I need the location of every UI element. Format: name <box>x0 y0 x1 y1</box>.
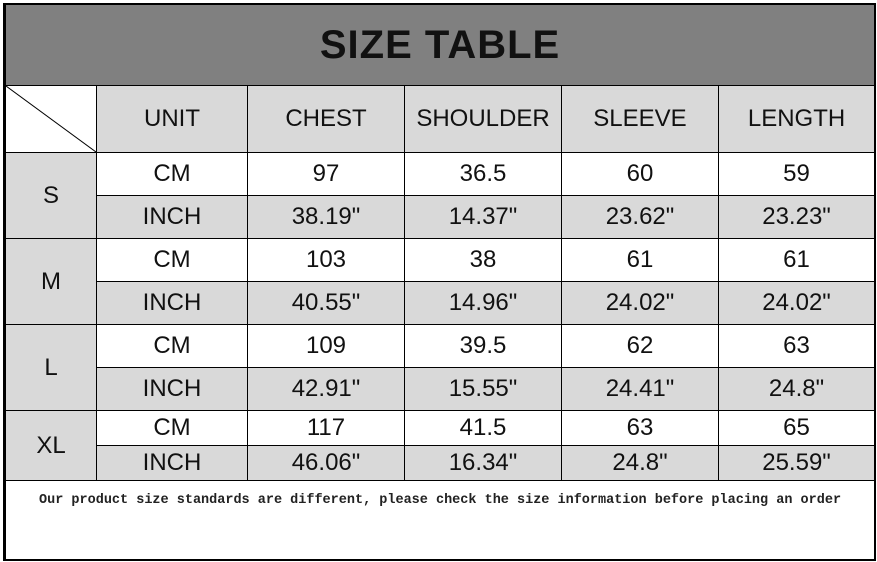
value-cell: 15.55" <box>404 367 562 411</box>
table-row: INCH 40.55" 14.96" 24.02" 24.02" <box>6 281 876 325</box>
table-title: SIZE TABLE <box>4 5 876 86</box>
table-row: L CM 109 39.5 62 63 <box>5 324 876 411</box>
table-row: INCH 46.06" 16.34" 24.8" 25.59" <box>6 445 876 481</box>
unit-cell: INCH <box>96 281 248 325</box>
header-sleeve: SLEEVE <box>561 85 719 153</box>
size-label: L <box>5 324 97 411</box>
value-cell: 60 <box>561 152 719 196</box>
header-shoulder: SHOULDER <box>404 85 562 153</box>
value-cell: 23.62" <box>561 195 719 239</box>
value-cell: 24.02" <box>561 281 719 325</box>
value-cell: 61 <box>717 238 876 282</box>
size-label: M <box>5 238 97 325</box>
value-cell: 36.5 <box>404 152 562 196</box>
value-cell: 65 <box>717 410 876 446</box>
unit-cell: INCH <box>96 445 248 481</box>
size-table: SIZE TABLE UNIT CHEST SHOULDER SLEEVE LE… <box>4 5 876 561</box>
value-cell: 24.8" <box>561 445 719 481</box>
size-note: Our product size standards are different… <box>4 480 876 561</box>
value-cell: 25.59" <box>717 445 876 481</box>
table-row: INCH 38.19" 14.37" 23.62" 23.23" <box>6 195 876 239</box>
unit-cell: CM <box>96 410 248 446</box>
value-cell: 23.23" <box>717 195 876 239</box>
header-chest: CHEST <box>247 85 405 153</box>
value-cell: 63 <box>717 324 876 368</box>
table-row: M CM 103 38 61 61 <box>5 238 876 325</box>
value-cell: 16.34" <box>404 445 562 481</box>
unit-cell: CM <box>96 152 248 196</box>
value-cell: 14.96" <box>404 281 562 325</box>
value-cell: 38.19" <box>247 195 405 239</box>
value-cell: 39.5 <box>404 324 562 368</box>
value-cell: 24.41" <box>561 367 719 411</box>
value-cell: 117 <box>247 410 405 446</box>
value-cell: 63 <box>561 410 719 446</box>
table-row: S CM 97 36.5 60 59 <box>5 152 876 239</box>
value-cell: 41.5 <box>404 410 562 446</box>
value-cell: 46.06" <box>247 445 405 481</box>
value-cell: 109 <box>247 324 405 368</box>
value-cell: 103 <box>247 238 405 282</box>
value-cell: 42.91" <box>247 367 405 411</box>
size-label: XL <box>5 410 97 481</box>
value-cell: 97 <box>247 152 405 196</box>
table-row: INCH 42.91" 15.55" 24.41" 24.8" <box>6 367 876 411</box>
header-length: LENGTH <box>717 85 876 153</box>
value-cell: 59 <box>717 152 876 196</box>
table-row: XL CM 117 41.5 63 65 <box>5 410 876 481</box>
value-cell: 24.02" <box>717 281 876 325</box>
size-label: S <box>5 152 97 239</box>
value-cell: 38 <box>404 238 562 282</box>
header-unit: UNIT <box>96 85 248 153</box>
diagonal-corner-cell <box>5 85 97 153</box>
value-cell: 14.37" <box>404 195 562 239</box>
value-cell: 40.55" <box>247 281 405 325</box>
size-table-document: SIZE TABLE UNIT CHEST SHOULDER SLEEVE LE… <box>3 3 876 561</box>
value-cell: 61 <box>561 238 719 282</box>
value-cell: 24.8" <box>717 367 876 411</box>
value-cell: 62 <box>561 324 719 368</box>
unit-cell: CM <box>96 238 248 282</box>
unit-cell: INCH <box>96 195 248 239</box>
unit-cell: CM <box>96 324 248 368</box>
unit-cell: INCH <box>96 367 248 411</box>
